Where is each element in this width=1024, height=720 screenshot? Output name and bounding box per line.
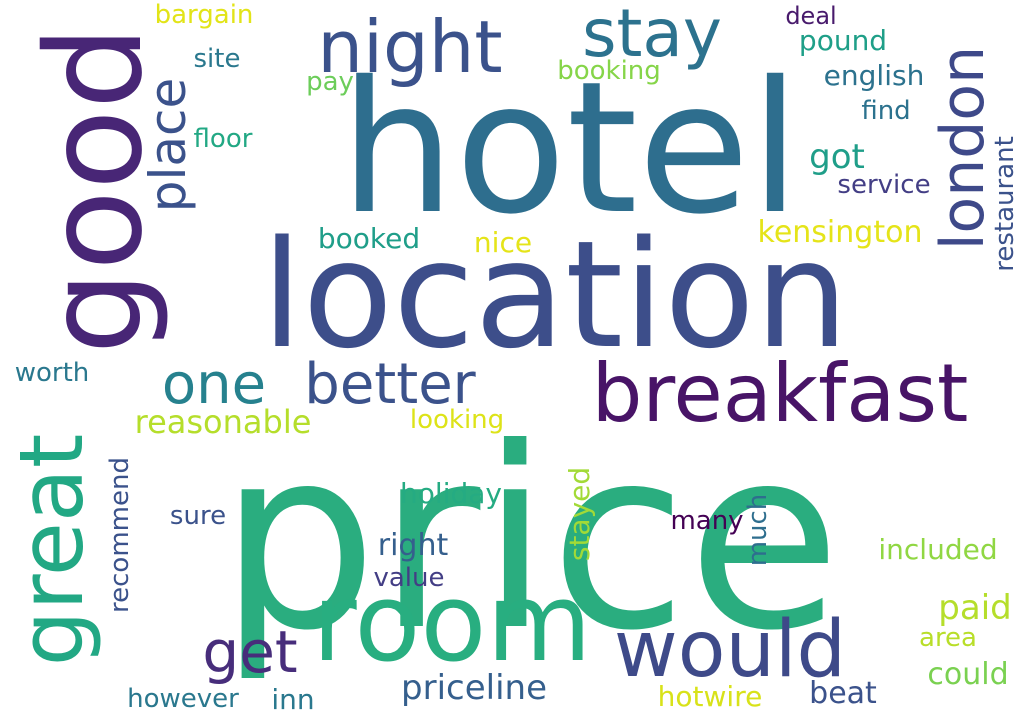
word-booking: booking [557,56,661,86]
word-hotwire: hotwire [657,680,763,713]
word-price: price [218,394,842,685]
word-find: find [861,96,911,126]
word-service: service [837,170,931,200]
word-value: value [373,563,445,593]
word-london: london [928,45,998,251]
word-beat: beat [809,676,877,711]
word-one: one [161,352,267,417]
word-reasonable: reasonable [134,403,312,441]
word-nice: nice [473,226,533,259]
word-site: site [193,44,241,74]
word-better: better [304,352,476,417]
word-would: would [613,605,847,695]
word-got: got [809,137,865,177]
word-place: place [139,77,197,213]
word-pay: pay [306,67,354,97]
word-right: right [377,528,449,563]
word-recommend: recommend [105,457,135,613]
word-holiday: holiday [400,477,502,510]
word-much: much [743,493,773,567]
word-breakfast: breakfast [591,347,969,440]
word-however: however [127,684,239,714]
word-english: english [823,59,925,92]
word-location: location [261,209,849,381]
word-room: room [312,561,592,686]
word-sure: sure [169,501,227,531]
word-inn: inn [271,683,315,716]
word-paid: paid [938,588,1012,628]
word-stay: stay [582,0,722,72]
word-included: included [878,533,998,566]
word-looking: looking [409,405,505,435]
word-bargain: bargain [154,0,254,30]
word-could: could [927,657,1009,692]
word-floor: floor [193,124,253,154]
word-pound: pound [798,24,888,57]
word-booked: booked [317,222,421,255]
word-restaurant: restaurant [990,136,1020,272]
word-get: get [202,618,298,686]
word-deal: deal [785,2,837,30]
word-great: great [0,433,103,667]
word-priceline: priceline [401,668,547,708]
word-stayed: stayed [563,466,596,562]
word-hotel: hotel [339,42,801,254]
word-worth: worth [14,358,90,388]
word-area: area [919,623,977,653]
word-kensington: kensington [757,215,923,250]
word-many: many [670,506,744,536]
word-night: night [317,5,503,89]
